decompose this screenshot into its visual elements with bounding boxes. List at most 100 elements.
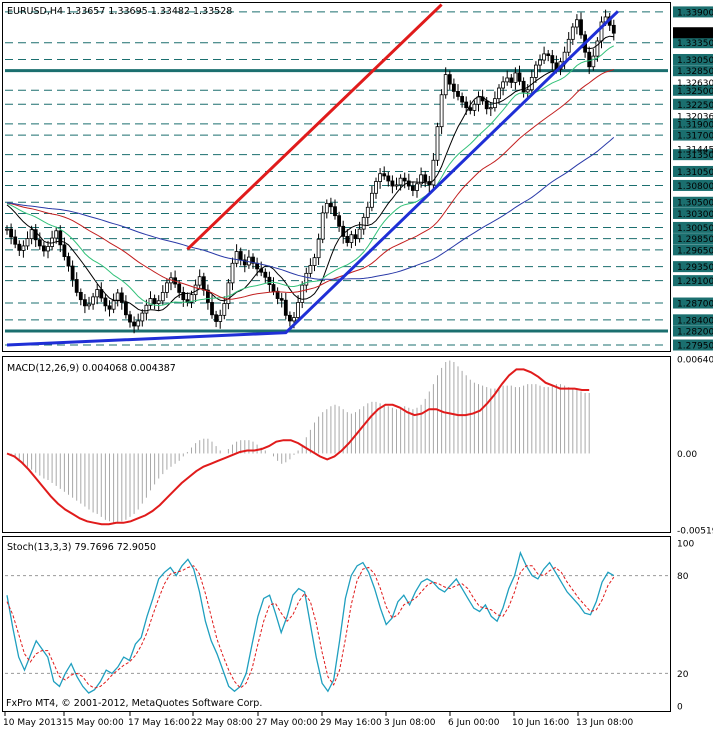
candle-body <box>542 53 546 61</box>
candle-body <box>484 100 489 110</box>
candle-body <box>423 174 428 182</box>
candle-body <box>148 298 153 306</box>
candle-body <box>87 303 91 307</box>
stochastic-panel[interactable]: 100 80 20 0 Stoch(13,3,3) 79.7696 72.9050 F… <box>2 536 695 713</box>
candle-body <box>58 230 63 246</box>
price-level-tag <box>673 261 713 273</box>
candle-body <box>107 305 112 310</box>
candle-body <box>263 271 268 278</box>
candle-body <box>374 181 378 194</box>
candle-body <box>287 314 292 322</box>
price-level-label: 1.32500 <box>677 87 713 97</box>
candle-body <box>451 83 456 92</box>
candle-body <box>164 282 169 293</box>
macd-signal-polyline <box>6 368 590 526</box>
price-level-label: 1.32850 <box>677 67 713 77</box>
candle-body <box>456 90 460 97</box>
candle-body <box>21 245 26 251</box>
candle-body <box>267 276 272 285</box>
price-level-tag <box>673 244 713 256</box>
candle-body <box>415 183 419 191</box>
stoch-d-line <box>6 565 615 689</box>
candle-body <box>144 304 149 314</box>
price-level-tag <box>673 325 713 337</box>
candle-body <box>33 229 38 241</box>
price-level-tag <box>673 314 713 326</box>
stoch-axis: 100 80 20 0 <box>677 540 694 713</box>
price-tick-label: 1.31445 <box>677 145 713 155</box>
time-tick-label: 17 May 16:00 <box>128 718 190 728</box>
candle-body <box>353 234 358 240</box>
price-level-label: 1.27950 <box>677 342 713 352</box>
candle-body <box>115 292 120 302</box>
candle-body <box>402 177 407 182</box>
price-level-tag <box>673 207 713 219</box>
candle-body <box>398 177 403 186</box>
stoch-header: Stoch(13,3,3) 79.7696 72.9050 <box>7 542 156 553</box>
candle-body <box>140 312 145 322</box>
price-level-tag <box>673 233 713 245</box>
price-level-label: 1.30050 <box>677 224 713 234</box>
candle-body <box>328 202 333 208</box>
candle-body <box>83 299 87 307</box>
candle-body <box>521 80 526 93</box>
candle-body <box>29 229 34 240</box>
trendlines[interactable] <box>6 3 619 347</box>
support-trendline <box>6 10 619 347</box>
price-level-label: 1.30800 <box>677 182 713 192</box>
price-level-label: 1.33900 <box>677 8 713 18</box>
moving-average-line <box>6 45 615 307</box>
candle-body <box>13 236 18 245</box>
candle-body <box>410 185 415 191</box>
macd-header: MACD(12,26,9) 0.004068 0.004387 <box>7 363 176 374</box>
time-tick-label: 29 May 16:00 <box>320 718 382 728</box>
price-level-label: 1.30500 <box>677 199 713 209</box>
candle-body <box>501 81 506 89</box>
price-level-tag <box>673 221 713 233</box>
price-panel-frame <box>2 2 671 352</box>
price-tick-label: 1.32036 <box>677 112 713 122</box>
macd-tick-label: 0.00 <box>677 450 697 460</box>
candle-body <box>611 24 616 34</box>
price-level-tag <box>673 129 713 141</box>
candle-body <box>283 299 288 316</box>
candle-body <box>271 284 276 292</box>
candle-body <box>439 94 444 128</box>
stoch-panel-frame <box>2 536 671 712</box>
candle-body <box>365 206 370 218</box>
candle-body <box>177 283 182 293</box>
resistance-trendline <box>186 3 443 251</box>
candle-body <box>525 89 530 93</box>
price-level-tag <box>673 53 713 65</box>
candle-body <box>378 173 383 182</box>
candle-body <box>42 245 46 252</box>
candle-body <box>103 297 108 307</box>
moving-average-line <box>6 69 614 300</box>
candle-body <box>193 284 198 296</box>
candle-body <box>46 246 50 252</box>
candle-body <box>37 239 42 247</box>
candle-body <box>242 259 247 266</box>
price-level-label: 1.32250 <box>677 101 713 111</box>
candle-body <box>575 19 579 28</box>
time-tick-label: 22 May 08:00 <box>191 718 253 728</box>
candle-body <box>345 235 350 243</box>
candle-body <box>296 302 301 318</box>
candle-body <box>9 228 14 238</box>
price-level-label: 1.29100 <box>677 277 713 287</box>
candle-body <box>333 206 337 217</box>
macd-panel[interactable]: 0.006404 0.00 -0.00519 MACD(12,26,9) 0.004… <box>2 356 713 537</box>
candle-body <box>316 238 321 259</box>
candle-body <box>279 298 284 301</box>
time-tick-label: 6 Jun 00:00 <box>448 718 500 728</box>
candle-body <box>25 238 30 247</box>
candle-body <box>230 262 235 284</box>
macd-signal-line <box>6 368 590 526</box>
price-level-label: 1.28700 <box>677 300 713 310</box>
macd-tick-label: -0.00519 <box>677 527 713 537</box>
symbol-header: EURUSD,H4 1.33657 1.33695 1.33482 1.3352… <box>7 6 232 17</box>
time-tick-label: 13 Jun 08:00 <box>576 718 633 728</box>
time-tick-label: 10 May 2013 <box>3 718 62 728</box>
